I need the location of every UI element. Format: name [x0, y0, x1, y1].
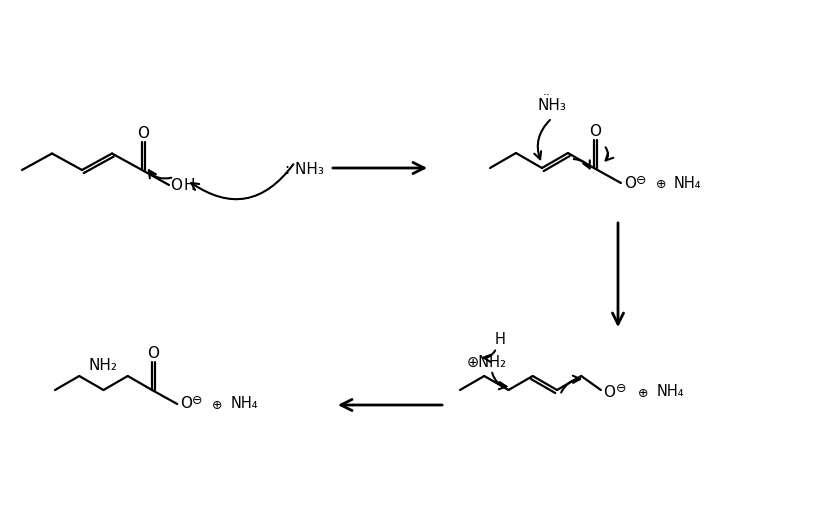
Text: O: O: [602, 386, 614, 400]
Text: H: H: [495, 333, 505, 347]
Text: H: H: [183, 177, 195, 193]
Text: ⊕: ⊕: [655, 178, 665, 192]
Text: NH₃: NH₃: [537, 99, 566, 113]
Text: NH₄: NH₄: [230, 397, 257, 411]
Text: ⊕NH₂: ⊕NH₂: [466, 355, 506, 369]
Text: ⊖: ⊖: [192, 395, 202, 407]
Text: ⊖: ⊖: [635, 174, 645, 186]
Text: O: O: [623, 175, 636, 190]
Text: O: O: [180, 397, 192, 411]
Text: ··: ··: [542, 89, 550, 103]
Text: NH₄: NH₄: [673, 175, 700, 190]
Text: ⊕: ⊕: [637, 388, 647, 400]
Text: ⊕: ⊕: [211, 399, 222, 412]
Text: O: O: [588, 124, 600, 140]
Text: O: O: [170, 177, 182, 193]
Text: NH₂: NH₂: [89, 358, 118, 372]
Text: NH₄: NH₄: [656, 385, 684, 399]
Text: ⊖: ⊖: [615, 383, 626, 396]
Text: O: O: [147, 346, 159, 362]
Text: O: O: [137, 126, 149, 142]
Text: : NH₃: : NH₃: [285, 163, 324, 177]
